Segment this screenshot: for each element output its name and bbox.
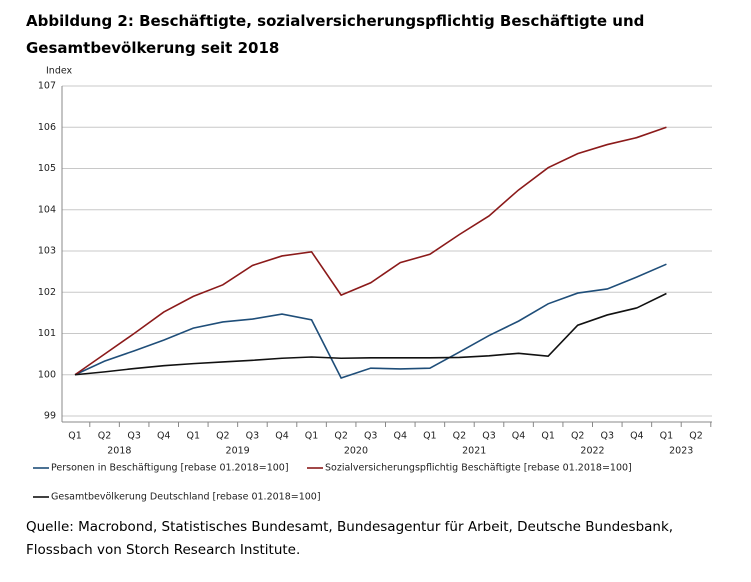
x-tick-label: Q1 xyxy=(660,431,674,442)
x-year-label: 2019 xyxy=(226,446,250,457)
y-tick-label: 104 xyxy=(38,204,56,215)
x-tick-label: Q4 xyxy=(394,431,408,442)
y-tick-label: 107 xyxy=(38,81,56,92)
x-tick-label: Q4 xyxy=(512,431,526,442)
chart: Index 99 100 101 102 103 104 105 106 107 Q1 Q2 Q3 Q4 Q… xyxy=(33,66,712,503)
y-tick-label: 101 xyxy=(38,328,56,339)
x-tick-label: Q2 xyxy=(216,431,230,442)
series-line xyxy=(74,263,667,380)
x-tick-label: Q3 xyxy=(127,431,141,442)
x-tick-label: Q3 xyxy=(601,431,615,442)
source-note: Quelle: Macrobond, Statistisches Bundesa… xyxy=(26,519,674,558)
x-tick-label: Q2 xyxy=(334,431,348,442)
x-tick-label: Q1 xyxy=(305,431,319,442)
x-tick-label: Q3 xyxy=(482,431,496,442)
series-line xyxy=(74,292,667,376)
x-tick-label: Q1 xyxy=(541,431,555,442)
legend-label: Sozialversicherungspflichtig Beschäftigt… xyxy=(325,463,632,474)
x-tick-label: Q1 xyxy=(68,431,82,442)
x-tick-label: Q2 xyxy=(453,431,467,442)
x-year-label: 2021 xyxy=(462,446,486,457)
x-tick-label: Q1 xyxy=(423,431,437,442)
x-year-label: 2023 xyxy=(669,446,693,457)
x-year-label: 2022 xyxy=(580,446,604,457)
x-year-label: 2020 xyxy=(344,446,368,457)
x-tick-label: Q2 xyxy=(689,431,703,442)
x-tick-label: Q4 xyxy=(630,431,644,442)
x-tick-label: Q4 xyxy=(275,431,289,442)
x-tick-label: Q2 xyxy=(98,431,112,442)
x-tick-label: Q3 xyxy=(364,431,378,442)
x-tick-label: Q1 xyxy=(187,431,201,442)
series-line xyxy=(74,126,667,376)
x-tick-label: Q4 xyxy=(157,431,171,442)
x-tick-label: Q2 xyxy=(571,431,585,442)
y-tick-label: 103 xyxy=(38,246,56,257)
y-tick-label: 102 xyxy=(38,287,56,298)
legend-label: Personen in Beschäftigung [rebase 01.201… xyxy=(51,463,289,474)
y-tick-label: 100 xyxy=(38,369,56,380)
chart-title: Abbildung 2: Beschäftigte, sozialversich… xyxy=(26,12,645,57)
y-tick-label: 105 xyxy=(38,163,56,174)
x-tick-label: Q3 xyxy=(246,431,260,442)
legend-label: Gesamtbevölkerung Deutschland [rebase 01… xyxy=(51,492,321,503)
x-year-label: 2018 xyxy=(107,446,131,457)
y-tick-label: 99 xyxy=(44,411,56,422)
y-tick-label: 106 xyxy=(38,122,56,133)
y-axis-label: Index xyxy=(46,66,73,77)
